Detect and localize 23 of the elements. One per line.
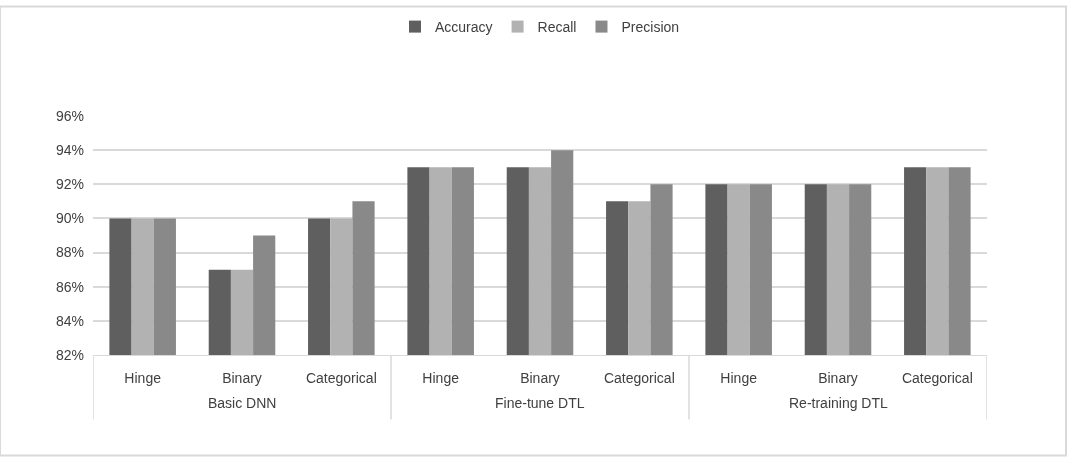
y-tick-label: 96% (55, 107, 84, 124)
x-tick-label: Binary (818, 369, 858, 386)
y-tick-label: 92% (55, 176, 84, 193)
y-tick-label: 86% (55, 278, 84, 295)
legend-label: Accuracy (435, 19, 493, 36)
y-tick-label: 88% (55, 244, 84, 261)
text: Basic DNN (208, 395, 277, 411)
x-tick-label: Categorical (305, 369, 377, 386)
legend-label: Precision (621, 19, 680, 36)
x-tick-label: Categorical (603, 369, 675, 386)
legend-label: Recall (537, 19, 577, 36)
text: Fine-tune DTL (495, 395, 585, 411)
y-tick-label: 82% (55, 346, 84, 363)
x-tick-label: Categorical (901, 369, 973, 386)
x-tick-label: Hinge (422, 369, 460, 386)
x-tick-label: Binary (520, 369, 560, 386)
x-tick-label: Hinge (720, 369, 758, 386)
y-tick-label: 94% (55, 142, 84, 159)
x-tick-label: Hinge (124, 369, 162, 386)
x-tick-label: Binary (222, 369, 262, 386)
text: Re-training DTL (789, 395, 889, 411)
y-tick-label: 84% (55, 312, 84, 329)
y-tick-label: 90% (55, 210, 84, 227)
